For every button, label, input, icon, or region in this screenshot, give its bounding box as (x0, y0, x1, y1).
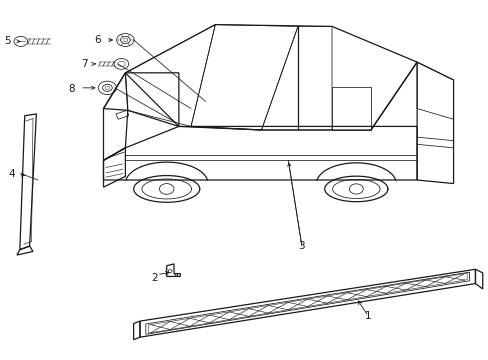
Text: 7: 7 (81, 59, 87, 69)
Text: 2: 2 (151, 273, 158, 283)
Text: 1: 1 (365, 311, 371, 321)
Text: 5: 5 (4, 36, 11, 46)
Text: 4: 4 (9, 168, 15, 179)
Text: 8: 8 (68, 84, 75, 94)
Text: 3: 3 (298, 241, 305, 251)
Text: 6: 6 (94, 35, 101, 45)
